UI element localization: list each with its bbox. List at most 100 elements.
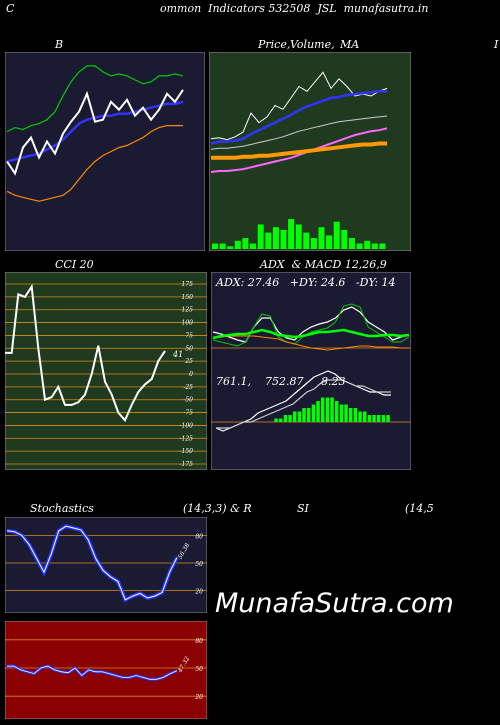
stoch-tick-label: 80 <box>195 533 203 540</box>
bb-series-3 <box>6 89 184 176</box>
volume-bar <box>318 227 325 249</box>
price-title-b: Volume, <box>290 38 335 51</box>
macd-histogram-bar <box>274 418 278 422</box>
cci-tick-label: 125 <box>182 307 194 314</box>
rsi-tick-label: 50 <box>195 666 203 673</box>
volume-bar <box>379 243 386 249</box>
page-title: ommon Indicators 532508 JSL munafasutra.… <box>160 2 429 15</box>
volume-bar <box>234 240 241 249</box>
volume-bar <box>364 240 371 249</box>
cci-tick-label: 175 <box>182 281 194 288</box>
stoch-tick-label: 50 <box>195 561 203 568</box>
macd-histogram-bar <box>321 397 325 422</box>
stoch-title-left: Stochastics <box>30 502 94 515</box>
bb-series-0 <box>6 65 184 133</box>
cci-tick-label: -150 <box>180 448 194 455</box>
macd-histogram-bar <box>363 411 367 422</box>
macd-histogram-bar <box>358 411 362 422</box>
price-series-0 <box>210 71 388 141</box>
volume-bar <box>219 243 226 249</box>
price-series-2 <box>210 115 388 150</box>
volume-bar <box>326 235 333 249</box>
adx-series-3 <box>212 328 410 340</box>
macd-histogram-bar <box>297 411 302 422</box>
macd-histogram-bar <box>344 404 348 422</box>
cci-tick-label: -25 <box>183 384 193 391</box>
rsi-tick-label: 20 <box>194 694 203 701</box>
header-letter: C <box>6 2 15 15</box>
macd-histogram-bar <box>372 415 376 422</box>
bollinger-chart <box>5 52 205 251</box>
macd-histogram-bar <box>339 404 344 422</box>
macd-histogram-bar <box>349 408 353 422</box>
volume-bar <box>250 243 256 249</box>
cci-tick-label: -175 <box>180 461 194 468</box>
bb-series-2 <box>6 124 183 202</box>
macd-histogram-bar <box>279 418 283 422</box>
watermark: MunafaSutra.com <box>215 588 454 619</box>
cci-tick-label: 25 <box>184 358 193 365</box>
price-title-c: MA <box>340 38 360 51</box>
rsi-tick-label: 80 <box>195 638 203 645</box>
cci-chart: 175 150 125 100 75 50 25 0 -25 -50 -75 -100 -125 -150… <box>5 272 207 470</box>
cci-tick-label: -50 <box>183 397 193 404</box>
stoch-title-mid: (14,3,3) & R <box>183 502 252 515</box>
bb-series-1 <box>6 100 184 163</box>
volume-bar <box>295 224 302 249</box>
price-title-a: Price, <box>258 38 291 51</box>
macd-histogram-bar <box>311 404 316 422</box>
stoch-d-line <box>6 525 178 601</box>
cci-panel: 175 150 125 100 75 50 25 0 -25 -50 -75 -100 -125 -150… <box>5 272 207 470</box>
bb-title: B <box>55 38 64 51</box>
macd-histogram-bar <box>325 397 330 422</box>
volume-bar <box>265 232 272 249</box>
cci-tick-label: 0 <box>189 371 193 378</box>
volume-bar <box>349 238 355 249</box>
stoch-tick-label: 20 <box>194 589 203 596</box>
volume-bar <box>280 229 287 249</box>
macd-histogram-bar <box>330 397 334 422</box>
adx-series-1 <box>212 303 410 347</box>
macd-histogram-bar <box>302 408 306 422</box>
volume-bar <box>303 232 310 249</box>
volume-bar <box>242 238 249 249</box>
macd-histogram-bar <box>316 401 320 422</box>
macd-histogram-bar <box>377 415 381 422</box>
volume-bar <box>212 243 218 249</box>
rsi-panel: 80 50 20 47.32 <box>5 621 207 719</box>
price-series-4 <box>211 141 387 160</box>
rsi-signal-line <box>7 665 178 680</box>
macd-histogram-bar <box>283 415 288 422</box>
price-series-3 <box>210 127 388 173</box>
adx-series-2 <box>212 335 409 351</box>
price-panel <box>209 52 411 251</box>
volume-bar <box>333 221 340 249</box>
macd-histogram-bar <box>353 408 358 422</box>
macd-readout: 761.1, 752.87, 8.23 <box>216 375 346 388</box>
volume-bar <box>356 243 363 249</box>
cci-tick-label: 75 <box>185 332 193 339</box>
macd-histogram-bar <box>293 411 297 422</box>
price-series-1 <box>210 90 387 145</box>
cci-title: CCI 20 <box>55 258 94 271</box>
stoch-title-si: SI <box>297 502 309 515</box>
cci-tick-label: -125 <box>180 435 194 442</box>
cci-tick-label: 50 <box>185 345 193 352</box>
price-volume-chart <box>209 52 411 251</box>
cci-tick-label: -100 <box>180 422 194 429</box>
volume-bar <box>310 238 317 249</box>
adx-readout: ADX: 27.46 +DY: 24.6 -DY: 14 <box>216 276 396 289</box>
cci-tick-label: 150 <box>182 294 194 301</box>
stochastics-panel: 80 50 20 56.38 <box>5 517 207 613</box>
volume-bar <box>341 229 348 249</box>
bollinger-panel <box>5 52 205 251</box>
adx-title: ADX & MACD 12,26,9 <box>260 258 387 271</box>
adx-macd-chart <box>211 272 411 470</box>
macd-histogram-bar <box>335 401 339 422</box>
right-edge-letter: I <box>494 38 499 51</box>
macd-histogram-bar <box>386 415 390 422</box>
macd-histogram-bar <box>288 415 292 422</box>
